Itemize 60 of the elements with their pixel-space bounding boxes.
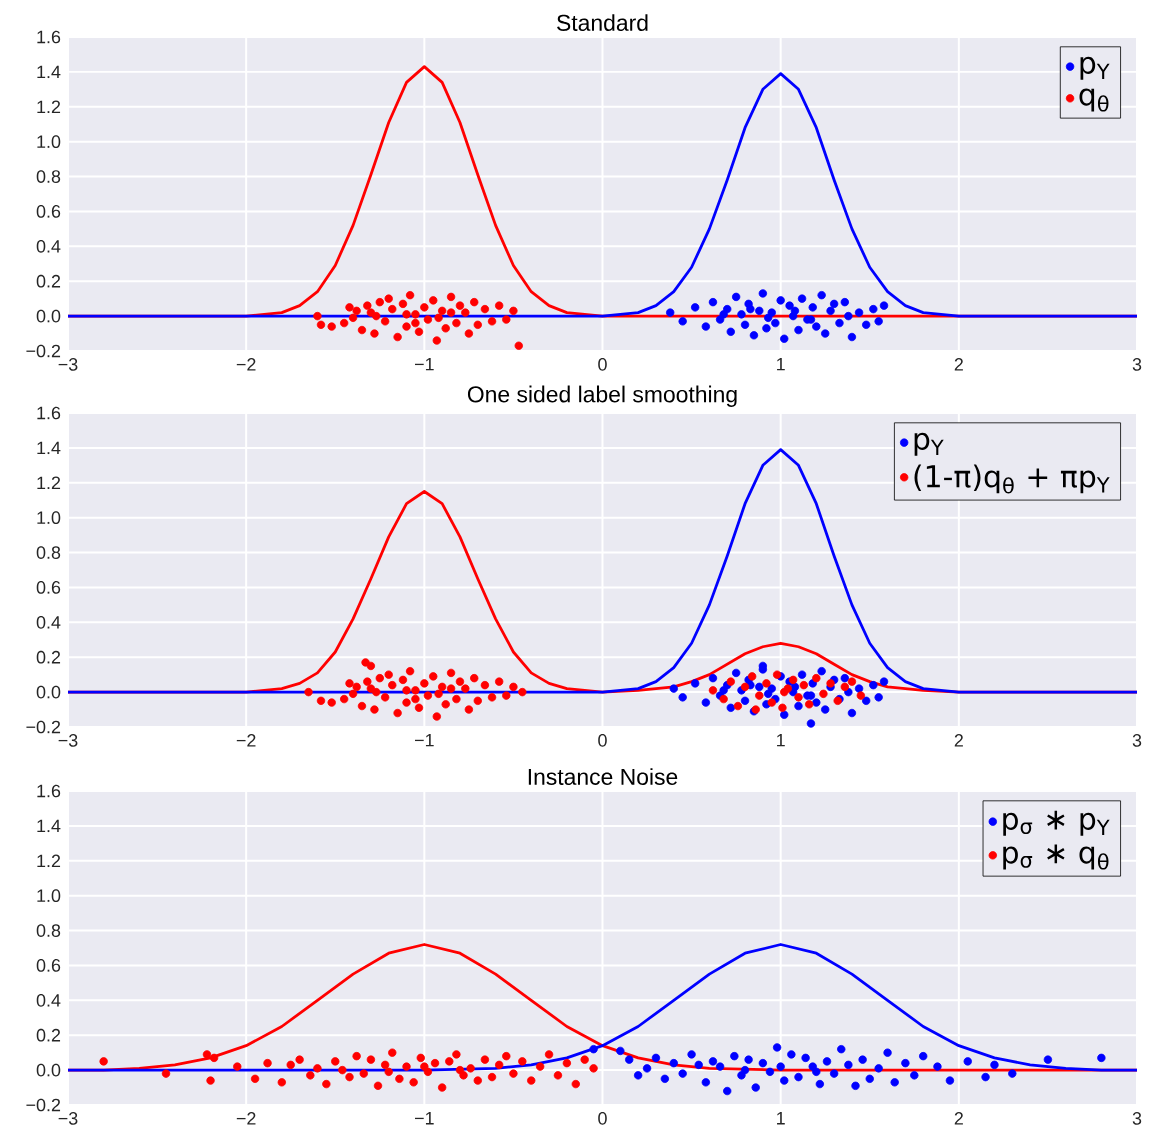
legend-label: p$_{Y}$: [914, 432, 944, 456]
x-tick-label: 3: [1132, 358, 1142, 371]
y-tick-label: 1.4: [37, 65, 61, 79]
chart-title: One sided label smoothing: [467, 385, 737, 407]
x-tick-label: 2: [954, 734, 963, 747]
x-tick-label: 0: [598, 734, 607, 747]
y-tick-label: 0.0: [36, 1063, 61, 1077]
chart-title: Instance Noise: [528, 768, 678, 785]
y-tick-label: 0.0: [36, 685, 61, 699]
y-tick-label: 1.2: [37, 100, 61, 114]
y-tick-label: 0.8: [36, 170, 61, 183]
x-tick-label: −1: [414, 358, 434, 371]
y-tick-label: −0.2: [26, 1098, 61, 1112]
legend-label: p$_{σ}$ ∗ q$_{θ}$: [1003, 844, 1109, 870]
x-tick-label: −3: [58, 1112, 78, 1125]
x-tick-label: 1: [777, 358, 785, 371]
legend-label: (1-π)q$_{θ}$ + πp$_{Y}$: [914, 464, 1110, 494]
y-tick-label: 0.0: [36, 309, 61, 323]
x-tick-label: −1: [414, 734, 434, 747]
y-tick-label: 0.6: [36, 205, 61, 218]
legend-label: q$_{θ}$: [1079, 88, 1109, 112]
x-tick-label: −2: [236, 358, 256, 371]
y-tick-label: 0.8: [36, 924, 61, 937]
x-tick-label: −2: [236, 734, 256, 747]
y-tick-label: 0.2: [36, 1028, 61, 1042]
y-tick-label: 0.4: [36, 993, 61, 1007]
x-tick-label: 1: [777, 1112, 785, 1125]
y-tick-label: 1.4: [37, 819, 61, 833]
y-tick-label: 0.4: [36, 615, 61, 629]
y-tick-label: 1.2: [37, 476, 61, 490]
x-tick-label: 3: [1132, 1112, 1142, 1125]
x-tick-label: 3: [1132, 734, 1142, 747]
x-tick-label: 0: [598, 358, 607, 371]
x-tick-label: 2: [954, 1112, 963, 1125]
legend-label: p$_{Y}$: [1080, 56, 1110, 80]
y-tick-label: 1.4: [37, 441, 61, 455]
x-tick-label: 0: [598, 1112, 607, 1125]
y-tick-label: 0.2: [36, 274, 61, 288]
y-tick-label: −0.2: [26, 344, 61, 358]
y-tick-label: 0.8: [36, 546, 61, 559]
x-tick-label: −1: [414, 1112, 434, 1125]
x-tick-label: −3: [58, 358, 78, 371]
legend-label: p$_{σ}$ ∗ p$_{Y}$: [1003, 810, 1110, 836]
y-tick-label: 1.6: [37, 784, 61, 798]
x-tick-label: 2: [954, 358, 963, 371]
x-tick-label: 1: [777, 734, 785, 747]
y-tick-label: 1.2: [37, 854, 61, 868]
y-tick-label: 1.0: [37, 511, 61, 525]
chart-title: Standard: [557, 14, 648, 31]
y-tick-label: 1.0: [37, 889, 61, 903]
y-tick-label: −0.2: [26, 720, 61, 734]
y-tick-label: 0.2: [36, 650, 61, 664]
y-tick-label: 0.6: [36, 959, 61, 972]
x-tick-label: −2: [236, 1112, 256, 1125]
y-tick-label: 1.6: [37, 30, 61, 44]
y-tick-label: 0.6: [36, 581, 61, 594]
y-tick-label: 1.6: [37, 406, 61, 420]
y-tick-label: 1.0: [37, 135, 61, 149]
x-tick-label: −3: [58, 734, 78, 747]
y-tick-label: 0.4: [36, 239, 61, 253]
